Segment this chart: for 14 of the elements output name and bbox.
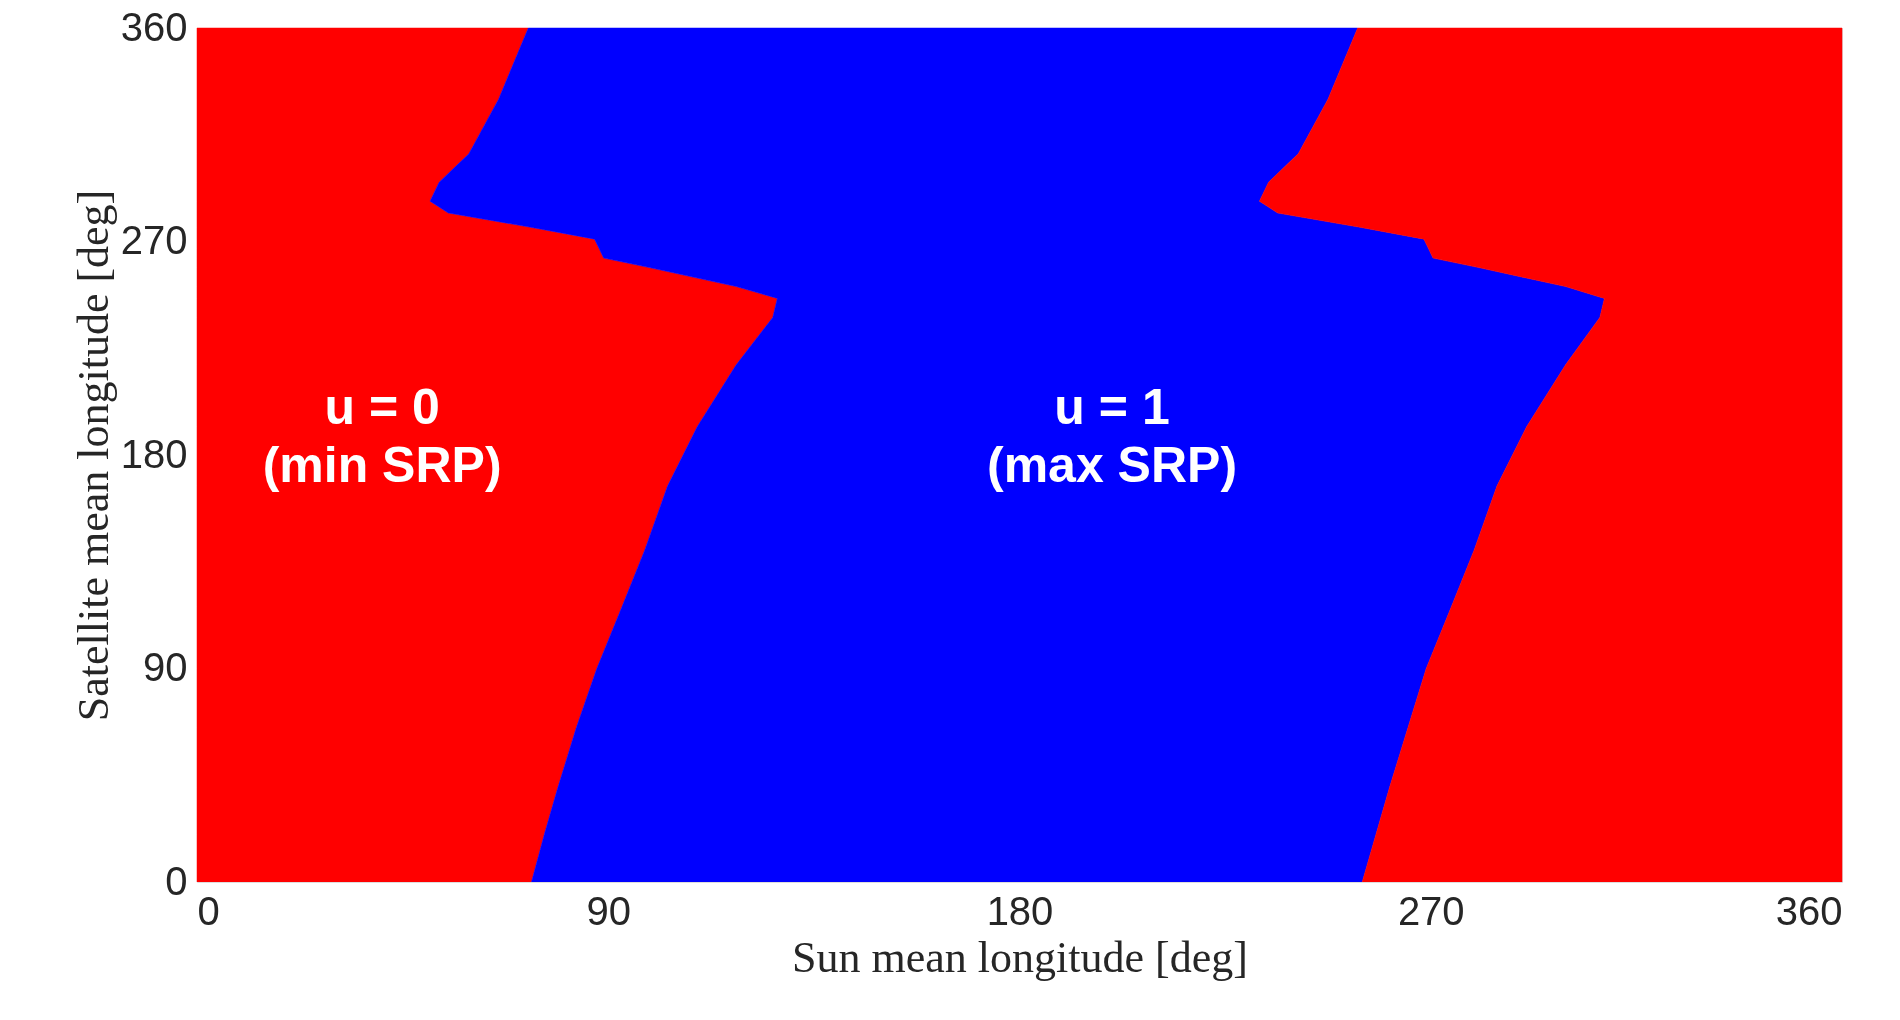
x-tick-label: 0 <box>197 888 220 933</box>
y-tick-label: 90 <box>143 645 188 689</box>
annotation: u = 0 (min SRP) <box>262 379 502 494</box>
y-tick-label: 360 <box>120 4 188 49</box>
y-tick-label: 0 <box>165 858 188 903</box>
x-tick-label: 180 <box>986 888 1054 933</box>
annotation: u = 1 (max SRP) <box>986 379 1238 494</box>
x-axis-title: Sun mean longitude [deg] <box>792 932 1248 982</box>
x-tick-label: 270 <box>1397 888 1465 933</box>
x-tick-label: 90 <box>586 888 631 933</box>
x-tick-label: 360 <box>1775 888 1843 933</box>
y-axis-title: Satellite mean longitude [deg] <box>68 189 118 722</box>
y-tick-label: 180 <box>120 431 188 476</box>
y-tick-label: 270 <box>120 218 188 262</box>
